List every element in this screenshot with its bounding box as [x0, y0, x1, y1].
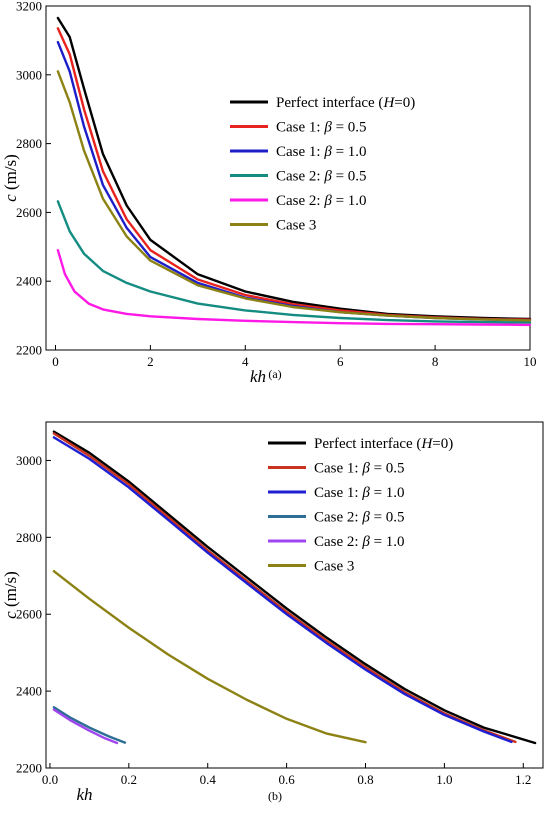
x-tick-label: 0 [52, 354, 59, 369]
legend-entry-label: Perfect interface (H=0) [276, 95, 415, 111]
x-tick-label: 2 [147, 354, 154, 369]
panel-b-series-line-2 [52, 432, 517, 744]
y-tick-label: 2800 [16, 530, 42, 545]
y-tick-label: 2600 [16, 205, 42, 220]
x-tick-label: 0.2 [121, 772, 137, 787]
legend-entry-label: Case 2: β = 0.5 [314, 510, 405, 526]
panel-b-series-line-3 [52, 436, 513, 744]
y-tick-label: 2600 [16, 607, 42, 622]
panel-a-series-lines [56, 16, 532, 327]
panel-a-series-line-4 [56, 200, 532, 324]
legend-entry-label: Case 2: β = 1.0 [276, 193, 367, 209]
panel-a-x-ticks: 0 2 4 6 8 10 [52, 345, 537, 369]
x-tick-label: 0.4 [200, 772, 217, 787]
panel-a-y-axis-label: c (m/s) [1, 154, 20, 202]
x-tick-label: 8 [432, 354, 439, 369]
panel-b-series-line-6 [52, 570, 367, 744]
y-tick-label: 3200 [16, 0, 42, 14]
x-tick-label: 4 [242, 354, 249, 369]
legend-entry-label: Case 1: β = 1.0 [276, 144, 367, 160]
x-tick-label: 6 [337, 354, 344, 369]
panel-a-series-line-6 [56, 70, 532, 322]
y-tick-label: 2200 [16, 343, 42, 358]
legend-entry-label: Perfect interface (H=0) [314, 436, 453, 452]
legend-entry-label: Case 1: β = 0.5 [276, 120, 367, 136]
legend-entry-label: Case 1: β = 0.5 [314, 461, 405, 477]
x-tick-label: 0.0 [42, 772, 58, 787]
panel-a-plot-frame [45, 5, 531, 351]
legend-entry-label: Case 3 [276, 218, 316, 234]
panel-b-series-line-4 [52, 706, 127, 744]
y-tick-label: 2800 [16, 136, 42, 151]
legend-entry-label: Case 2: β = 0.5 [276, 169, 367, 185]
legend-entry-label: Case 2: β = 1.0 [314, 534, 405, 550]
panel-b-chart: 0.0 0.2 0.4 0.6 0.8 1.0 1.2 2200 2400 2600 2800 30… [1, 421, 544, 804]
x-tick-label: 10 [524, 354, 537, 369]
panel-b-series-line-5 [52, 708, 119, 745]
panel-b-x-axis-label: kh [76, 785, 92, 804]
panel-a-chart: 0 2 4 6 8 10 2200 2400 2600 2800 3000 3200 kh c (m… [1, 0, 537, 386]
panel-a-legend: Perfect interface (H=0) Case 1: β = 0.5 Ca… [230, 95, 415, 234]
panel-b-y-axis-label: c (m/s) [1, 571, 20, 619]
y-tick-label: 3000 [16, 67, 42, 82]
y-tick-label: 2400 [16, 274, 42, 289]
x-tick-label: 1.0 [436, 772, 452, 787]
x-tick-label: 1.2 [515, 772, 531, 787]
y-tick-label: 2200 [16, 761, 42, 776]
panel-a-x-axis-label: kh [250, 367, 266, 386]
legend-entry-label: Case 1: β = 1.0 [314, 485, 405, 501]
panel-b-series-line-1 [52, 430, 537, 745]
panel-b-legend: Perfect interface (H=0) Case 1: β = 0.5 Ca… [268, 436, 453, 575]
panel-b-plot-frame [45, 421, 544, 769]
panel-b-x-ticks: 0.0 0.2 0.4 0.6 0.8 1.0 1.2 [42, 763, 531, 787]
panel-a-series-line-5 [56, 248, 532, 327]
panel-b-y-ticks: 2200 2400 2600 2800 3000 [16, 453, 51, 776]
y-tick-label: 3000 [16, 453, 42, 468]
legend-entry-label: Case 3 [314, 559, 354, 575]
y-tick-label: 2400 [16, 684, 42, 699]
x-tick-label: 0.6 [278, 772, 295, 787]
x-tick-label: 0.8 [357, 772, 373, 787]
panel-b-caption: (b) [268, 789, 282, 803]
panel-a-caption: (a) [268, 367, 281, 381]
panel-b-series-lines [52, 430, 537, 745]
panel-a-y-ticks: 2200 2400 2600 2800 3000 3200 [16, 0, 51, 358]
